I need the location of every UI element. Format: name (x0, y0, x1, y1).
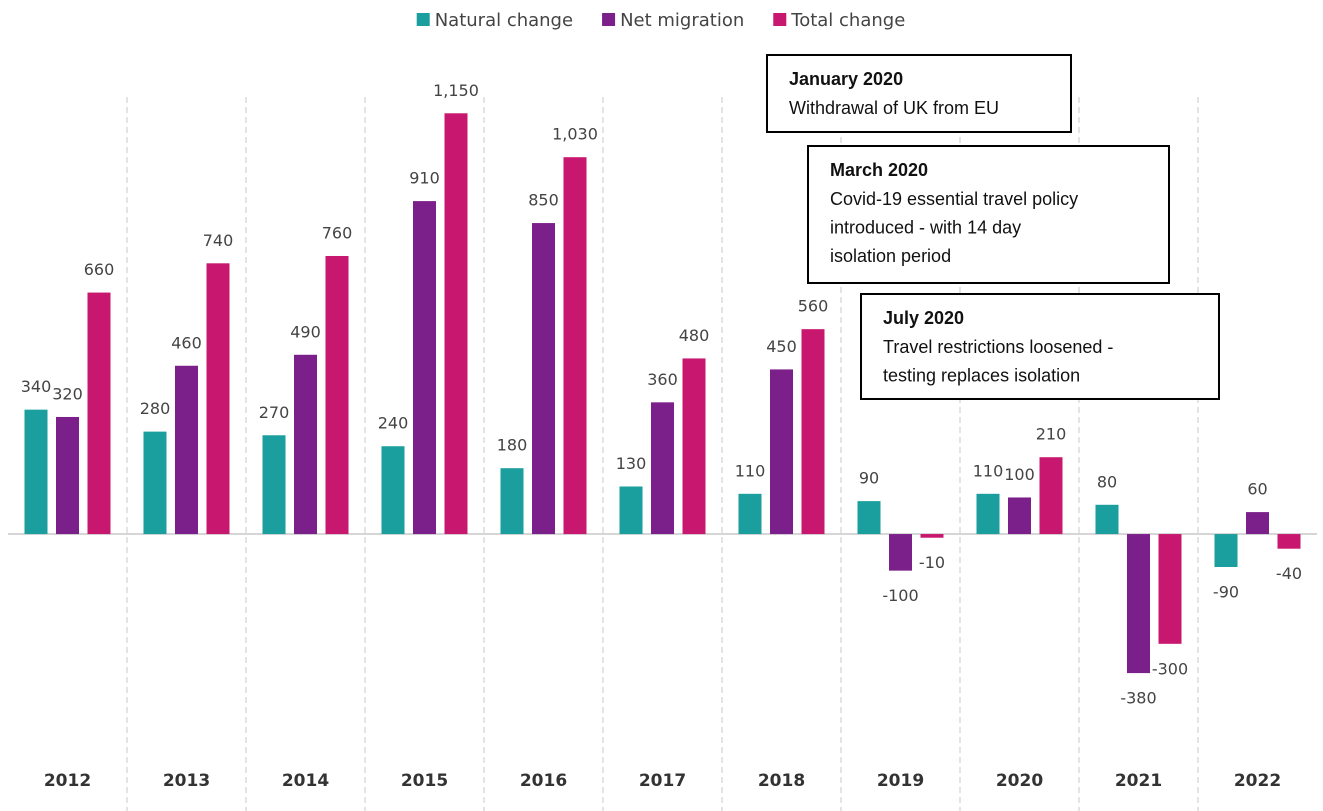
bar (738, 493, 762, 535)
value-label: -300 (1152, 659, 1188, 678)
value-label: 480 (679, 326, 710, 345)
bar (1277, 534, 1301, 549)
bar (920, 534, 944, 538)
value-label: 1,030 (552, 125, 598, 144)
x-tick-label: 2013 (163, 771, 210, 791)
value-label: -90 (1213, 582, 1239, 601)
bar (1008, 497, 1031, 535)
legend-label: Natural change (435, 10, 573, 31)
bar (381, 446, 405, 535)
value-label: 320 (52, 384, 83, 403)
annotation-box (766, 54, 1072, 133)
value-label: 760 (322, 223, 353, 242)
legend-label: Net migration (620, 10, 744, 31)
bar (206, 263, 230, 535)
bar (801, 329, 825, 535)
bar (651, 402, 674, 535)
value-label: 280 (140, 399, 171, 418)
value-label: 60 (1247, 480, 1267, 499)
bar (262, 435, 286, 535)
bar (325, 255, 349, 535)
legend-label: Total change (790, 10, 905, 31)
value-label: 490 (290, 322, 321, 341)
bar (175, 365, 198, 535)
bar (1095, 504, 1119, 535)
value-label: 110 (735, 461, 766, 480)
value-label: 660 (84, 260, 115, 279)
value-label: 270 (259, 403, 290, 422)
bar (1214, 534, 1238, 567)
value-label: 80 (1097, 472, 1117, 491)
bar (143, 431, 167, 535)
value-label: 210 (1036, 425, 1067, 444)
annotation-box (860, 293, 1220, 400)
annotation-title: July 2020 (883, 308, 964, 328)
bar (56, 416, 79, 535)
value-label: 1,150 (433, 81, 479, 100)
value-label: 240 (378, 414, 409, 433)
bar (889, 534, 912, 571)
bar (294, 354, 317, 535)
bar (413, 201, 436, 535)
x-tick-label: 2014 (282, 771, 329, 791)
x-tick-label: 2012 (44, 771, 91, 791)
value-label: 450 (766, 337, 797, 356)
annotation-text: Covid-19 essential travel policy (830, 189, 1078, 209)
value-label: 340 (21, 377, 52, 396)
x-tick-label: 2022 (1234, 771, 1281, 791)
x-tick-label: 2019 (877, 771, 924, 791)
legend-swatch (773, 13, 787, 26)
value-label: -380 (1120, 689, 1156, 708)
annotation-box (807, 145, 1170, 284)
bar (770, 369, 793, 535)
bar (500, 468, 524, 535)
value-label: 740 (203, 231, 234, 250)
bar (1039, 457, 1063, 535)
value-label: 180 (497, 436, 528, 455)
value-label: -100 (882, 586, 918, 605)
value-label: 360 (647, 370, 678, 389)
value-label: 110 (973, 461, 1004, 480)
x-tick-label: 2015 (401, 771, 448, 791)
value-label: 910 (409, 169, 440, 188)
x-tick-label: 2018 (758, 771, 805, 791)
value-label: -40 (1276, 564, 1302, 583)
bar (87, 292, 111, 535)
bar (1246, 512, 1269, 535)
value-label: 460 (171, 333, 202, 352)
annotation-title: January 2020 (789, 69, 903, 89)
annotation-text: introduced - with 14 day (830, 217, 1021, 237)
value-label: 850 (528, 191, 559, 210)
bar (1127, 534, 1150, 674)
bar (444, 113, 468, 535)
value-label: 130 (616, 454, 647, 473)
x-tick-label: 2021 (1115, 771, 1162, 791)
annotation-text: Withdrawal of UK from EU (789, 98, 999, 118)
bar (563, 157, 587, 535)
x-tick-label: 2020 (996, 771, 1043, 791)
legend-swatch (602, 13, 616, 26)
bar (532, 223, 555, 535)
x-tick-label: 2016 (520, 771, 567, 791)
legend-swatch (416, 13, 430, 26)
bar (857, 501, 881, 535)
bar (24, 409, 48, 535)
bar (682, 358, 706, 535)
value-label: 560 (798, 297, 829, 316)
annotation-title: March 2020 (830, 160, 928, 180)
value-label: -10 (919, 553, 945, 572)
bar (1158, 534, 1182, 644)
annotation-text: testing replaces isolation (883, 365, 1080, 385)
annotation-text: Travel restrictions loosened - (883, 337, 1113, 357)
bar (619, 486, 643, 535)
bar (976, 493, 1000, 535)
annotation-text: isolation period (830, 246, 951, 266)
x-tick-label: 2017 (639, 771, 686, 791)
value-label: 100 (1004, 465, 1035, 484)
value-label: 90 (859, 469, 879, 488)
